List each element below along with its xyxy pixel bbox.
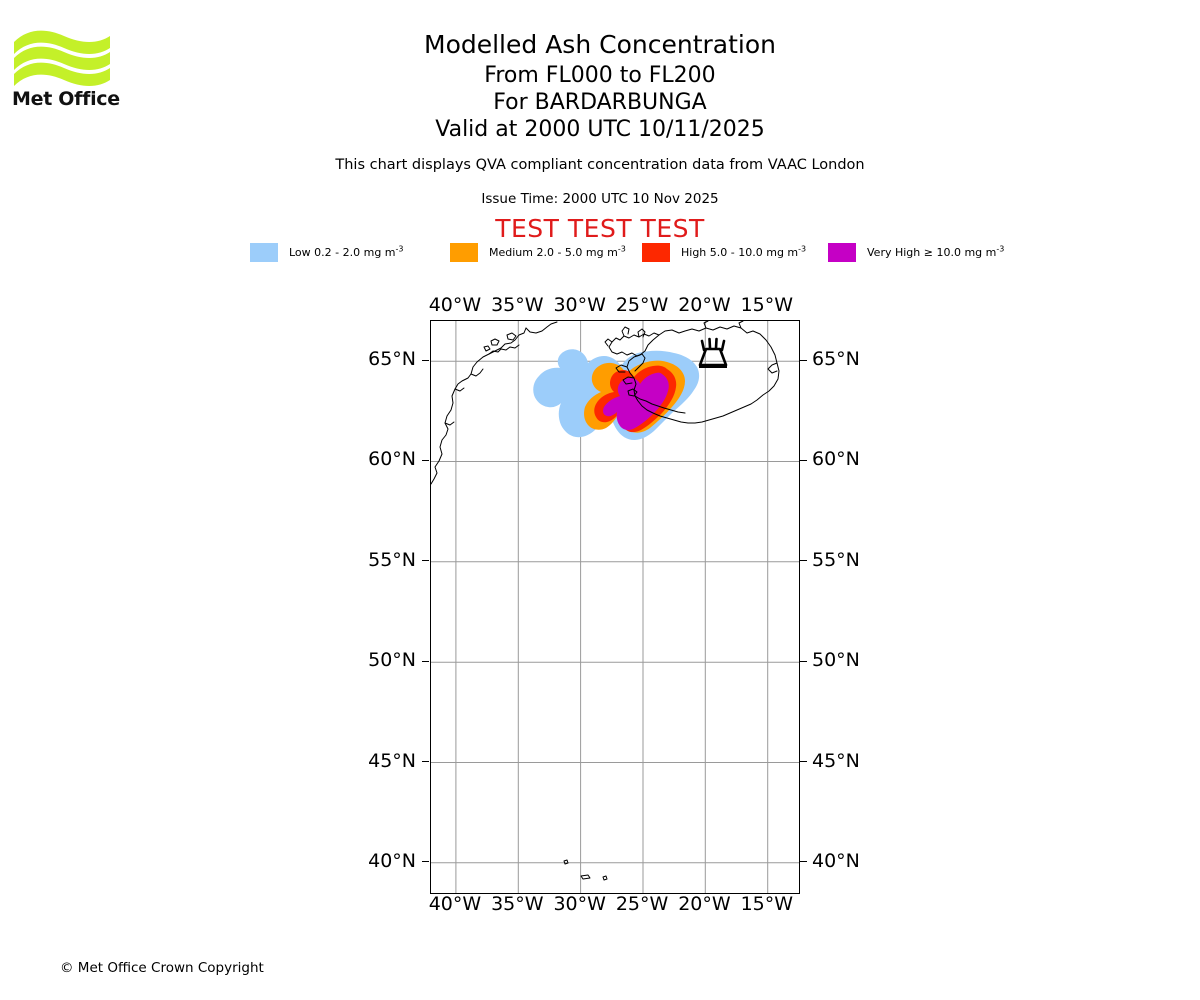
azores-islet-2 [580,874,591,880]
greenland-coastline [431,327,527,485]
iceland-peninsula-2 [622,376,635,385]
lon-tick-top-3: 25°W [615,294,669,316]
concentration-legend: Low 0.2 - 2.0 mg m-3 Medium 2.0 - 5.0 mg … [250,241,1004,263]
greenland-fjord-detail [488,344,520,355]
iceland-n-detail [703,321,709,329]
legend-item-0: Low 0.2 - 2.0 mg m-3 [250,241,404,263]
map-canvas [431,321,799,893]
page-title: Modelled Ash Concentration [424,30,776,59]
legend-item-2: High 5.0 - 10.0 mg m-3 [642,241,806,263]
flight-level-range: From FL000 to FL200 [484,63,716,88]
legend-item-1: Medium 2.0 - 5.0 mg m-3 [450,241,626,263]
greenland-inlet-3 [444,421,455,426]
legend-swatch-3 [828,242,856,262]
iceland-peninsula-1 [615,364,628,373]
greenland-island-3 [483,345,491,352]
iceland-inland-lake [627,388,638,397]
greenland-inlet-2 [454,387,465,392]
lon-tick-top-0: 40°W [428,294,482,316]
volcano-name-line: For BARDARBUNGA [493,90,707,115]
azores-islet-3 [602,875,608,881]
legend-label-3: Very High ≥ 10.0 mg m-3 [867,243,1005,259]
lat-tickmark-1-0 [422,761,429,763]
issue-time-label: Issue Time: 2000 UTC 10 Nov 2025 [481,191,719,207]
lon-tick-top-5: 15°W [740,294,794,316]
map-plot-area[interactable] [430,320,800,894]
iceland-fjord-c [604,338,613,347]
legend-item-3: Very High ≥ 10.0 mg m-3 [828,241,1004,263]
wave-logo-icon [14,30,110,86]
lat-tickmark-5-0 [422,359,429,361]
lon-tick-bottom-1: 35°W [491,893,544,915]
iceland-east-detail [767,362,778,374]
lon-tick-top-2: 30°W [553,294,606,316]
greenland-island-1 [490,338,500,346]
lat-tickmark-5-1 [800,359,807,361]
lon-tick-bottom-2: 30°W [553,893,606,915]
lat-tick-left-0: 40°N [368,849,416,872]
iceland-ne-detail [738,321,744,329]
lat-tick-left-2: 50°N [368,649,416,672]
lat-tick-right-2: 50°N [812,649,860,672]
iceland-south-coast-detail [634,395,686,414]
lat-tickmark-4-0 [422,459,429,461]
iceland-fjord-b [637,328,646,338]
valid-time-line: Valid at 2000 UTC 10/11/2025 [435,117,765,142]
lon-tick-bottom-3: 25°W [615,893,669,915]
lon-tick-top-4: 20°W [678,294,731,316]
ash-plume-contours [533,349,700,440]
lat-tick-right-5: 65°N [812,348,860,371]
lat-tick-right-4: 60°N [812,448,860,471]
lon-tick-bottom-4: 20°W [678,893,731,915]
iceland-fjord-a [621,326,630,337]
lat-tickmark-0-1 [800,861,807,863]
test-banner: TEST TEST TEST [495,214,705,243]
plume-very-high-contour [603,372,669,430]
lat-tickmark-0-0 [422,861,429,863]
lon-tick-top-1: 35°W [491,294,544,316]
lat-tick-left-3: 55°N [368,548,416,571]
lat-tick-left-1: 45°N [368,749,416,772]
iceland-coastline [626,325,780,424]
lat-tickmark-3-0 [422,560,429,562]
lat-tickmark-2-1 [800,660,807,662]
lat-tickmark-1-1 [800,761,807,763]
lat-tick-right-1: 45°N [812,749,860,772]
lat-tickmark-4-1 [800,459,807,461]
iceland-westfjords [608,332,660,372]
lat-tickmark-3-1 [800,560,807,562]
coastlines [431,321,780,881]
legend-swatch-2 [642,242,670,262]
lat-tick-left-4: 60°N [368,448,416,471]
met-office-logo [12,26,122,116]
greenland-coastline-upper [525,321,558,334]
lat-tick-right-3: 55°N [812,548,860,571]
lon-tick-bottom-5: 15°W [740,893,794,915]
chart-subtitle: This chart displays QVA compliant concen… [335,157,865,173]
legend-swatch-0 [250,242,278,262]
lat-tick-right-0: 40°N [812,849,860,872]
legend-label-2: High 5.0 - 10.0 mg m-3 [681,243,807,259]
greenland-inlet-1 [470,368,484,377]
legend-label-1: Medium 2.0 - 5.0 mg m-3 [489,243,626,259]
copyright-notice: © Met Office Crown Copyright [60,960,264,976]
azores-islet-1 [563,859,569,865]
volcano-symbol [698,337,728,368]
legend-label-0: Low 0.2 - 2.0 mg m-3 [289,243,404,259]
lat-tick-left-5: 65°N [368,348,416,371]
greenland-island-2 [506,332,517,341]
lon-tick-bottom-0: 40°W [428,893,482,915]
logo-wordmark: Met Office [12,88,120,110]
lat-tickmark-2-0 [422,660,429,662]
legend-swatch-1 [450,242,478,262]
